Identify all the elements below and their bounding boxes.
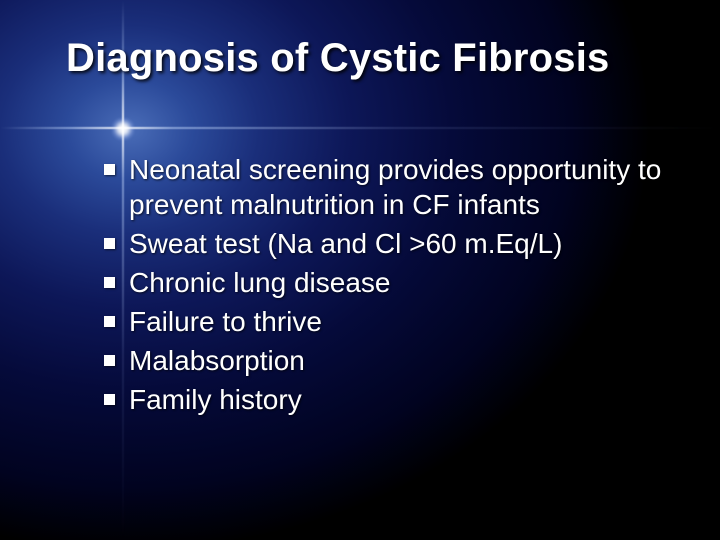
bullet-text: Family history <box>129 382 672 417</box>
square-bullet-icon <box>104 316 115 327</box>
square-bullet-icon <box>104 277 115 288</box>
flare-core <box>112 118 134 140</box>
list-item: Failure to thrive <box>104 304 672 339</box>
square-bullet-icon <box>104 238 115 249</box>
bullet-text: Malabsorption <box>129 343 672 378</box>
slide-title: Diagnosis of Cystic Fibrosis <box>66 36 680 81</box>
square-bullet-icon <box>104 355 115 366</box>
slide-body: Neonatal screening provides opportunity … <box>104 152 672 421</box>
square-bullet-icon <box>104 394 115 405</box>
bullet-text: Neonatal screening provides opportunity … <box>129 152 672 222</box>
slide: Diagnosis of Cystic Fibrosis Neonatal sc… <box>0 0 720 540</box>
list-item: Malabsorption <box>104 343 672 378</box>
list-item: Chronic lung disease <box>104 265 672 300</box>
list-item: Family history <box>104 382 672 417</box>
list-item: Neonatal screening provides opportunity … <box>104 152 672 222</box>
bullet-text: Chronic lung disease <box>129 265 672 300</box>
bullet-text: Failure to thrive <box>129 304 672 339</box>
flare-horizontal <box>0 127 720 129</box>
bullet-text: Sweat test (Na and Cl >60 m.Eq/L) <box>129 226 672 261</box>
list-item: Sweat test (Na and Cl >60 m.Eq/L) <box>104 226 672 261</box>
square-bullet-icon <box>104 164 115 175</box>
